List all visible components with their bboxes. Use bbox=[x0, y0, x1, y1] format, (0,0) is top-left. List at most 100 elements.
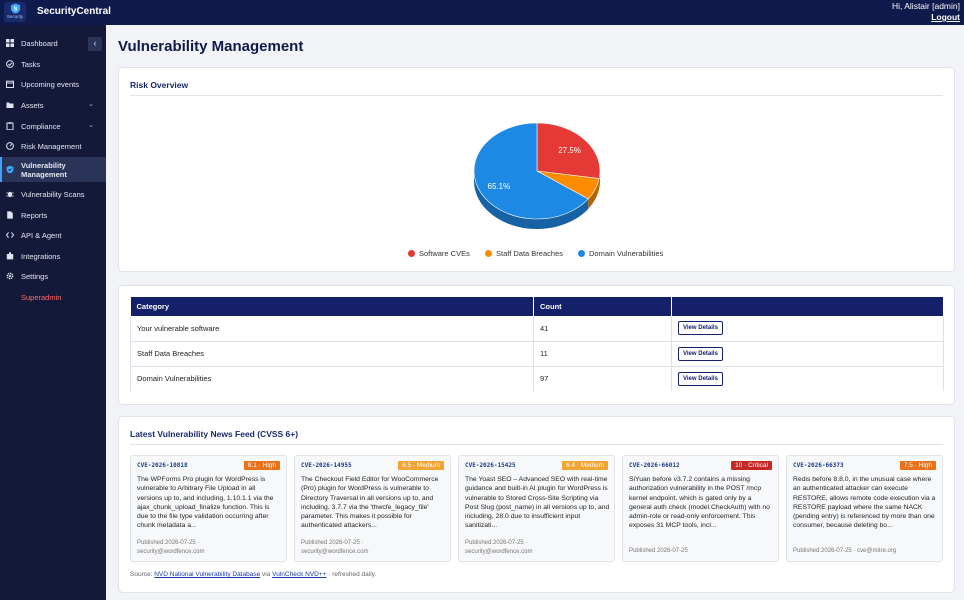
cve-description: The Yoast SEO – Advanced SEO with real-t… bbox=[465, 476, 610, 530]
column-header-actions bbox=[671, 297, 944, 316]
cve-meta: Published 2026-07-25 · security@wordfence… bbox=[137, 539, 282, 557]
sidebar-item-api-agent[interactable]: API & Agent bbox=[0, 225, 106, 245]
view-details-button[interactable]: View Details bbox=[678, 321, 723, 336]
legend-item[interactable]: Software CVEs bbox=[408, 249, 470, 258]
sidebar-item-label: Integrations bbox=[21, 251, 61, 261]
nvd-source-link[interactable]: NVD National Vulnerability Database bbox=[154, 571, 261, 578]
sidebar-item-compliance[interactable]: Compliance ⌄ bbox=[0, 116, 106, 136]
news-item[interactable]: CVE-2026-14955 6.5 · Medium The Checkout… bbox=[294, 455, 451, 562]
dashboard-icon bbox=[6, 39, 14, 47]
cell-count: 97 bbox=[533, 366, 672, 391]
sidebar-item-assets[interactable]: Assets ⌄ bbox=[0, 95, 106, 115]
cve-description: SiYuan before v3.7.2 contains a missing … bbox=[629, 476, 770, 530]
calendar-icon bbox=[6, 80, 14, 88]
chevron-down-icon[interactable]: ⌄ bbox=[88, 101, 94, 108]
pie-percent-label-0: 27.5% bbox=[558, 146, 581, 155]
sidebar-item-dashboard[interactable]: Dashboard bbox=[0, 33, 106, 53]
code-icon bbox=[6, 231, 14, 239]
vulncheck-source-link[interactable]: VulnCheck NVD++ bbox=[272, 571, 327, 578]
sidebar-item-vulnerability-management[interactable]: Vulnerability Management bbox=[0, 157, 106, 182]
sidebar-item-label: Settings bbox=[21, 271, 49, 281]
legend-label: Software CVEs bbox=[419, 249, 470, 258]
cve-id-link[interactable]: CVE-2026-15425 bbox=[465, 462, 516, 469]
source-via: via bbox=[262, 571, 271, 578]
clipboard-icon bbox=[6, 122, 14, 130]
news-item[interactable]: CVE-2026-15425 6.4 · Medium The Yoast SE… bbox=[458, 455, 615, 562]
cve-meta: Published 2026-07-25 · cve@mitre.org bbox=[793, 547, 938, 556]
sidebar-item-label: Reports bbox=[21, 210, 48, 220]
sidebar-item-label: Risk Management bbox=[21, 141, 82, 151]
sidebar-item-reports[interactable]: Reports bbox=[0, 205, 106, 225]
cve-published: Published 2026-07-25 · bbox=[301, 540, 364, 546]
cell-count: 11 bbox=[533, 341, 672, 367]
sidebar-item-upcoming-events[interactable]: Upcoming events bbox=[0, 74, 106, 94]
legend-swatch-software bbox=[408, 250, 415, 257]
cve-description: The WPForms Pro plugin for WordPress is … bbox=[137, 476, 274, 530]
sidebar-item-label: API & Agent bbox=[21, 230, 62, 240]
cve-meta: Published 2026-07-25 · security@wordfence… bbox=[301, 539, 446, 557]
view-details-button[interactable]: View Details bbox=[678, 346, 723, 361]
sidebar-item-label: Compliance bbox=[21, 121, 61, 131]
gauge-icon bbox=[6, 142, 14, 150]
cve-source: security@wordfence.com bbox=[465, 549, 533, 555]
severity-badge: 10 · Critical bbox=[731, 461, 772, 470]
news-feed-title: Latest Vulnerability News Feed (CVSS 6+) bbox=[130, 429, 299, 439]
user-greeting: Hi, Alistair [admin] bbox=[891, 1, 960, 11]
cve-source: security@wordfence.com bbox=[137, 549, 205, 555]
sidebar-item-settings[interactable]: Settings bbox=[0, 266, 106, 286]
column-header-count: Count bbox=[533, 297, 672, 316]
cve-id-link[interactable]: CVE-2026-66012 bbox=[629, 462, 680, 469]
pie-slice-0[interactable] bbox=[536, 122, 601, 179]
pie-slice-side-2 bbox=[474, 171, 589, 230]
page-title: Vulnerability Management bbox=[118, 38, 304, 55]
sidebar-item-label: Upcoming events bbox=[21, 79, 79, 89]
sidebar-item-risk-management[interactable]: Risk Management bbox=[0, 136, 106, 156]
brand-name[interactable]: SecurityCentral bbox=[37, 6, 111, 17]
shield-icon bbox=[6, 165, 14, 174]
app-logo[interactable]: S Security bbox=[4, 2, 26, 22]
bug-icon bbox=[6, 190, 14, 198]
user-menu: Hi, Alistair [admin] Logout bbox=[892, 1, 960, 23]
cve-published: Published 2026-07-25 · bbox=[137, 540, 200, 546]
cve-id-link[interactable]: CVE-2026-66373 bbox=[793, 462, 844, 469]
cve-id-link[interactable]: CVE-2026-14955 bbox=[301, 462, 352, 469]
news-item[interactable]: CVE-2026-66373 7.5 · High Redis before 8… bbox=[786, 455, 943, 562]
sidebar-item-tasks[interactable]: Tasks bbox=[0, 54, 106, 74]
puzzle-icon bbox=[6, 252, 14, 260]
legend-label: Staff Data Breaches bbox=[496, 249, 563, 258]
severity-badge: 6.4 · Medium bbox=[562, 461, 608, 470]
cell-category: Your vulnerable software bbox=[130, 316, 534, 342]
cve-published: Published 2026-07-25 bbox=[629, 548, 688, 554]
news-item[interactable]: CVE-2026-10818 8.1 · High The WPForms Pr… bbox=[130, 455, 287, 562]
top-bar: S Security SecurityCentral Hi, Alistair … bbox=[0, 0, 964, 25]
sidebar-item-superadmin[interactable]: Superadmin bbox=[0, 287, 106, 307]
cve-description: The Checkout Field Editor for WooCommerc… bbox=[301, 476, 439, 530]
sidebar-item-label: Vulnerability Scans bbox=[21, 189, 85, 199]
chevron-down-icon[interactable]: ⌄ bbox=[88, 122, 94, 129]
table-header-row: Category Count bbox=[130, 297, 944, 316]
cve-id-link[interactable]: CVE-2026-10818 bbox=[137, 462, 188, 469]
svg-text:S: S bbox=[13, 7, 17, 13]
logout-link[interactable]: Logout bbox=[931, 12, 960, 22]
sidebar-collapse-button[interactable]: ‹ bbox=[88, 37, 102, 51]
cve-meta: Published 2026-07-25 bbox=[629, 547, 774, 556]
legend-swatch-staff bbox=[485, 250, 492, 257]
legend-item[interactable]: Domain Vulnerabilities bbox=[578, 249, 663, 258]
pie-slice-2[interactable] bbox=[473, 122, 589, 220]
sidebar-item-vulnerability-scans[interactable]: Vulnerability Scans bbox=[0, 184, 106, 204]
news-source-line: Source: NVD National Vulnerability Datab… bbox=[130, 571, 376, 578]
pie-slice-side-1 bbox=[588, 178, 600, 209]
sidebar-item-label: Superadmin bbox=[21, 292, 62, 302]
legend-item[interactable]: Staff Data Breaches bbox=[485, 249, 563, 258]
summary-table-scroll[interactable]: Category Count Your vulnerable software … bbox=[130, 297, 944, 391]
logo-shield-icon: S bbox=[10, 3, 20, 14]
view-details-button[interactable]: View Details bbox=[678, 371, 723, 386]
cve-source: security@wordfence.com bbox=[301, 549, 369, 555]
cve-published: Published 2026-07-25 · cve@mitre.org bbox=[793, 548, 897, 554]
summary-table-card: Category Count Your vulnerable software … bbox=[118, 285, 955, 405]
sidebar-item-label: Tasks bbox=[21, 59, 41, 69]
cell-category: Staff Data Breaches bbox=[130, 341, 534, 367]
summary-table: Category Count Your vulnerable software … bbox=[130, 297, 944, 391]
news-item[interactable]: CVE-2026-66012 10 · Critical SiYuan befo… bbox=[622, 455, 779, 562]
sidebar-item-integrations[interactable]: Integrations bbox=[0, 246, 106, 266]
